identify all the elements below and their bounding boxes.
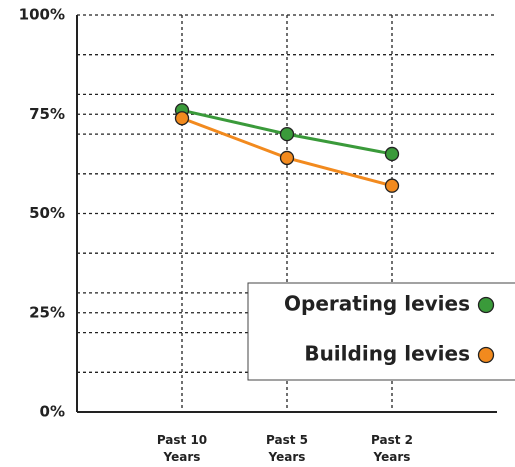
x-tick-label: Past 2 Years [371, 433, 413, 464]
y-tick-label: 100% [19, 6, 65, 24]
y-tick-label: 50% [29, 204, 65, 222]
legend: Operating levies Building levies [247, 282, 515, 381]
legend-label: Operating levies [284, 292, 470, 316]
data-point [174, 111, 190, 126]
x-tick-label: Past 10 Years [157, 433, 207, 464]
legend-marker [477, 346, 495, 364]
legend-marker [477, 296, 495, 314]
y-tick-label: 25% [29, 303, 65, 321]
data-point [279, 126, 295, 142]
legend-label: Building levies [304, 342, 470, 366]
y-tick-label: 75% [29, 105, 65, 123]
data-point [279, 150, 295, 166]
legend-box [247, 282, 515, 381]
data-point [384, 178, 400, 193]
y-tick-label: 0% [40, 403, 65, 421]
data-point [384, 146, 400, 162]
x-tick-label: Past 5 Years [266, 433, 308, 464]
